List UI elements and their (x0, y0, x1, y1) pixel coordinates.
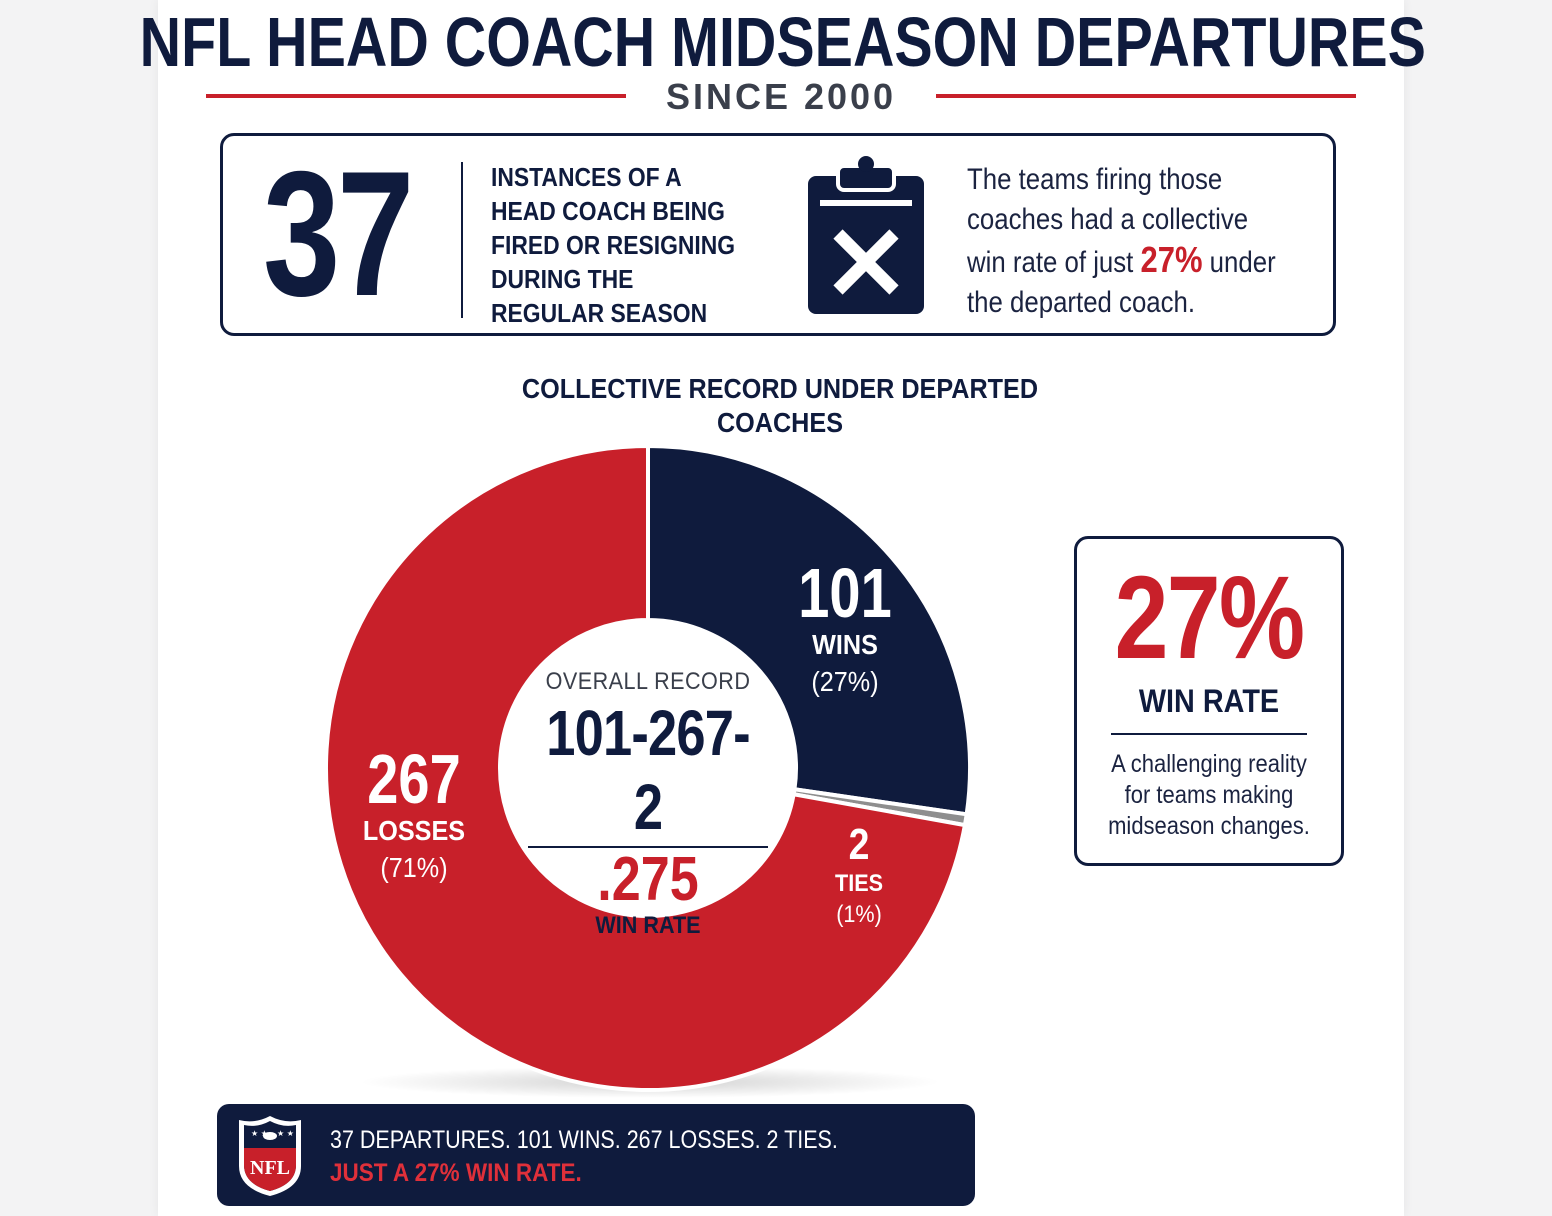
departures-count: 37 (263, 134, 414, 333)
summary-banner: ★ ★ ★ ★ NFL 37 DEPARTURES. 101 WINS. 267… (217, 1104, 975, 1206)
page-subtitle: SINCE 2000 (665, 76, 897, 117)
ties-value: 2 (848, 820, 870, 869)
losses-label: 267 LOSSES (71%) (340, 742, 488, 890)
stat-divider (461, 162, 463, 318)
win-rate-card: 27% WIN RATE A challenging reality for t… (1074, 536, 1344, 866)
instances-line: DURING THE (491, 264, 634, 294)
losses-value: 267 (367, 740, 461, 818)
donut-center: OVERALL RECORD 101-267-2 .275 WIN RATE (510, 668, 786, 940)
summary-text: The teams firing those coaches had a col… (967, 163, 1249, 279)
win-rate-card-label: WIN RATE (1138, 683, 1280, 719)
chart-title: COLLECTIVE RECORD UNDER DEPARTED COACHES (521, 373, 1039, 438)
wins-slice (646, 443, 972, 817)
instances-line: FIRED OR RESIGNING (491, 230, 736, 260)
center-divider (528, 846, 768, 848)
departures-stat-box: 37 INSTANCES OF A HEAD COACH BEING FIRED… (220, 133, 1336, 336)
wins-category: WINS (812, 629, 878, 660)
win-rate-percent: 27% (1114, 552, 1305, 684)
win-rate-value: .275 (597, 845, 699, 914)
wins-value: 101 (798, 554, 892, 632)
ties-label: 2 TIES (1%) (800, 820, 918, 932)
wins-percent: (27%) (811, 666, 879, 697)
nfl-logo-text: NFL (250, 1157, 290, 1179)
summary-highlight: 27% (1140, 239, 1203, 280)
subtitle-rule-right (936, 94, 1356, 98)
nfl-shield-icon: ★ ★ ★ ★ NFL (239, 1116, 301, 1196)
win-rate-card-divider (1111, 733, 1307, 735)
wins-label: 101 WINS (27%) (780, 556, 910, 704)
overall-record-value: 101-267-2 (546, 697, 750, 843)
losses-slice (324, 443, 968, 1092)
svg-text:★ ★: ★ ★ (277, 1129, 294, 1138)
instances-line: INSTANCES OF A (491, 162, 682, 192)
subtitle-row: SINCE 2000 (206, 72, 1356, 120)
win-rate-label: WIN RATE (595, 912, 701, 939)
losses-category: LOSSES (362, 815, 466, 846)
instances-description: INSTANCES OF A HEAD COACH BEING FIRED OR… (491, 160, 781, 330)
losses-percent: (71%) (380, 852, 448, 883)
svg-text:★ ★: ★ ★ (251, 1129, 268, 1138)
page-title: NFL HEAD COACH MIDSEASON DEPARTURES (139, 3, 1426, 81)
subtitle-rule-left (206, 94, 626, 98)
banner-summary-line: 37 DEPARTURES. 101 WINS. 267 LOSSES. 2 T… (330, 1126, 838, 1154)
clipboard-x-icon (808, 156, 924, 314)
overall-record-label: OVERALL RECORD (545, 668, 751, 695)
win-rate-summary: The teams firing those coaches had a col… (967, 160, 1294, 323)
instances-line: REGULAR SEASON (491, 298, 708, 328)
summary-text-end: under the departed coach. (967, 246, 1276, 319)
win-rate-card-note: A challenging reality for teams making m… (1108, 750, 1310, 840)
banner-highlight-line: JUST A 27% WIN RATE. (330, 1159, 582, 1187)
ties-percent: (1%) (836, 901, 882, 928)
instances-line: HEAD COACH BEING (491, 196, 725, 226)
ties-category: TIES (834, 870, 884, 897)
